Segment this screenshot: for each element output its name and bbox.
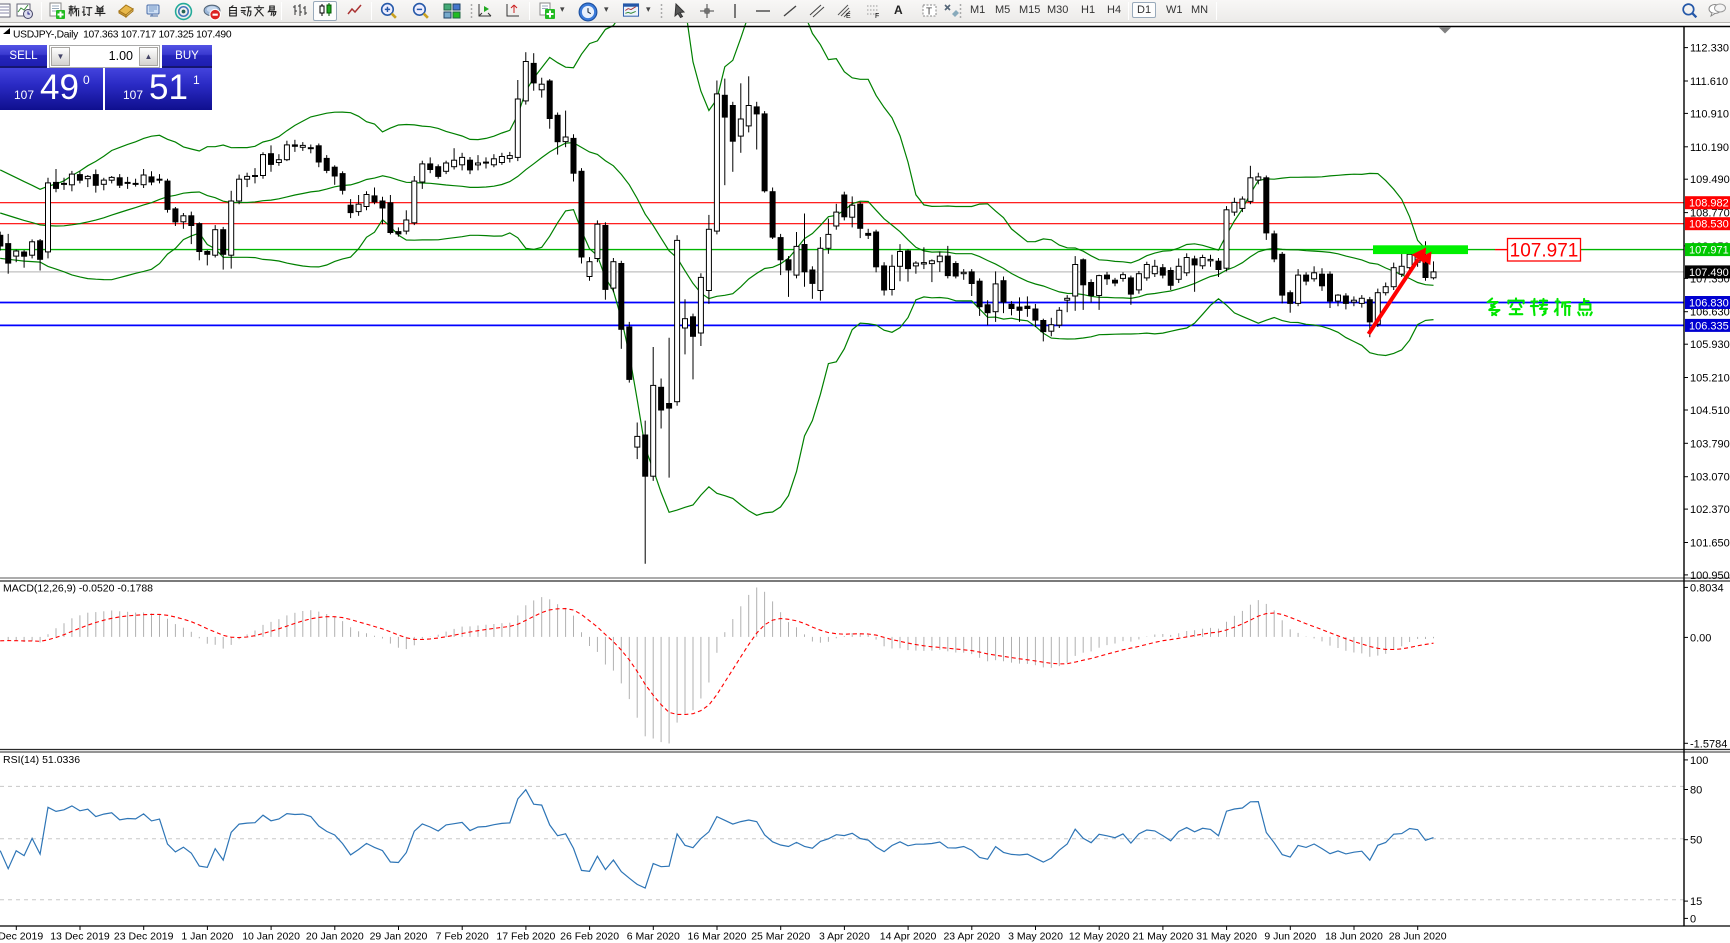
svg-text:112.330: 112.330 bbox=[1690, 43, 1729, 55]
svg-text:109.490: 109.490 bbox=[1690, 174, 1730, 186]
svg-text:101.650: 101.650 bbox=[1690, 538, 1730, 550]
svg-text:3 May 2020: 3 May 2020 bbox=[1008, 931, 1063, 943]
svg-text:102.370: 102.370 bbox=[1690, 504, 1730, 516]
svg-text:28 Jun 2020: 28 Jun 2020 bbox=[1389, 931, 1447, 943]
svg-text:9 Jun 2020: 9 Jun 2020 bbox=[1264, 931, 1316, 943]
svg-text:107.490: 107.490 bbox=[1689, 267, 1729, 279]
svg-text:6 Mar 2020: 6 Mar 2020 bbox=[627, 931, 680, 943]
svg-text:25 Mar 2020: 25 Mar 2020 bbox=[751, 931, 810, 943]
svg-text:23 Apr 2020: 23 Apr 2020 bbox=[943, 931, 1000, 943]
svg-text:100: 100 bbox=[1690, 755, 1708, 767]
svg-text:20 Jan 2020: 20 Jan 2020 bbox=[306, 931, 364, 943]
svg-text:15: 15 bbox=[1690, 896, 1702, 908]
svg-text:23 Dec 2019: 23 Dec 2019 bbox=[114, 931, 174, 943]
svg-text:108.770: 108.770 bbox=[1690, 208, 1730, 220]
svg-text:MACD(12,26,9) -0.0520 -0.1788: MACD(12,26,9) -0.0520 -0.1788 bbox=[3, 583, 153, 595]
svg-text:103.790: 103.790 bbox=[1690, 438, 1730, 450]
svg-text:108.982: 108.982 bbox=[1689, 198, 1729, 210]
svg-text:21 May 2020: 21 May 2020 bbox=[1133, 931, 1194, 943]
svg-text:26 Feb 2020: 26 Feb 2020 bbox=[560, 931, 619, 943]
svg-text:14 Apr 2020: 14 Apr 2020 bbox=[880, 931, 937, 943]
svg-text:107.971: 107.971 bbox=[1689, 245, 1729, 257]
svg-text:0: 0 bbox=[1690, 913, 1696, 925]
svg-text:107.971: 107.971 bbox=[1510, 241, 1579, 262]
svg-text:18 Jun 2020: 18 Jun 2020 bbox=[1325, 931, 1383, 943]
svg-text:104.510: 104.510 bbox=[1690, 405, 1730, 417]
svg-text:111.610: 111.610 bbox=[1690, 76, 1728, 88]
svg-text:17 Feb 2020: 17 Feb 2020 bbox=[496, 931, 555, 943]
svg-text:0.00: 0.00 bbox=[1690, 632, 1711, 644]
svg-text:3 Apr 2020: 3 Apr 2020 bbox=[819, 931, 870, 943]
svg-text:F: F bbox=[875, 13, 879, 20]
svg-text:E: E bbox=[846, 13, 851, 20]
svg-text:106.830: 106.830 bbox=[1689, 298, 1729, 310]
svg-text:4 Dec 2019: 4 Dec 2019 bbox=[0, 931, 43, 943]
svg-text:105.930: 105.930 bbox=[1690, 339, 1730, 351]
svg-text:10 Jan 2020: 10 Jan 2020 bbox=[242, 931, 300, 943]
svg-text:31 May 2020: 31 May 2020 bbox=[1196, 931, 1257, 943]
svg-text:12 May 2020: 12 May 2020 bbox=[1069, 931, 1130, 943]
svg-text:110.910: 110.910 bbox=[1690, 108, 1729, 120]
svg-text:103.070: 103.070 bbox=[1690, 472, 1730, 484]
svg-text:29 Jan 2020: 29 Jan 2020 bbox=[370, 931, 428, 943]
svg-text:105.210: 105.210 bbox=[1690, 373, 1730, 385]
svg-text:106.335: 106.335 bbox=[1689, 320, 1729, 332]
svg-text:16 Mar 2020: 16 Mar 2020 bbox=[688, 931, 747, 943]
svg-text:110.190: 110.190 bbox=[1690, 142, 1729, 154]
svg-text:13 Dec 2019: 13 Dec 2019 bbox=[50, 931, 110, 943]
svg-text:7 Feb 2020: 7 Feb 2020 bbox=[436, 931, 489, 943]
svg-text:50: 50 bbox=[1690, 835, 1702, 847]
svg-text:80: 80 bbox=[1690, 785, 1702, 797]
svg-text:100.950: 100.950 bbox=[1690, 570, 1730, 582]
svg-text:1 Jan 2020: 1 Jan 2020 bbox=[181, 931, 233, 943]
svg-text:106.630: 106.630 bbox=[1690, 307, 1730, 319]
svg-text:108.530: 108.530 bbox=[1689, 219, 1729, 231]
svg-text:0.8034: 0.8034 bbox=[1690, 582, 1724, 594]
svg-text:T: T bbox=[926, 7, 932, 18]
svg-text:-1.5784: -1.5784 bbox=[1690, 738, 1727, 750]
svg-text:USDJPY-,Daily 107.363 107.717: USDJPY-,Daily 107.363 107.717 107.325 10… bbox=[13, 30, 232, 41]
svg-text:RSI(14) 51.0336: RSI(14) 51.0336 bbox=[3, 754, 80, 766]
